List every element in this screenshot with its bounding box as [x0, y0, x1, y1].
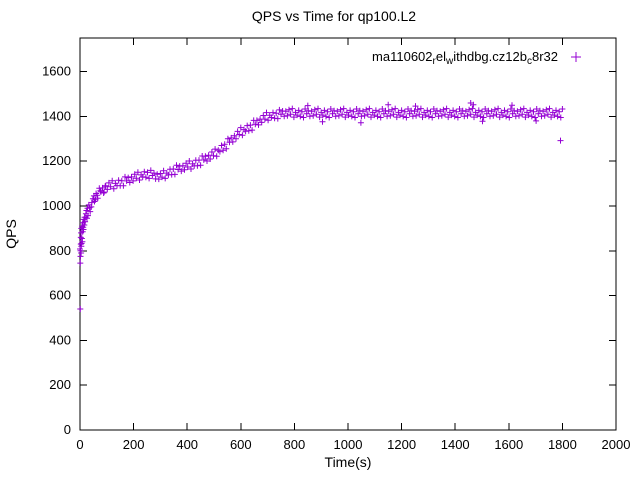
x-tick-label: 1000: [334, 437, 363, 452]
y-tick-label: 1600: [42, 64, 71, 79]
axis-ticks: [79, 38, 617, 431]
x-tick-label: 600: [230, 437, 252, 452]
y-axis-label: QPS: [3, 219, 19, 249]
x-tick-label: 1600: [494, 437, 523, 452]
x-tick-label: 0: [76, 437, 83, 452]
plot-border: [79, 37, 617, 431]
x-tick-label: 400: [176, 437, 198, 452]
x-tick-label: 200: [123, 437, 145, 452]
axis-tick-labels: 0 200 400 600 800 1000 1200 1400 1600 1800 2000 0 20…: [42, 64, 630, 452]
y-tick-label: 800: [49, 243, 71, 258]
series-points: [77, 100, 566, 312]
y-tick-label: 200: [49, 377, 71, 392]
x-tick-label: 1800: [548, 437, 577, 452]
chart-title: QPS vs Time for qp100.L2: [252, 8, 416, 24]
y-tick-label: 1400: [42, 108, 71, 123]
x-axis-label: Time(s): [325, 454, 372, 470]
y-tick-label: 400: [49, 332, 71, 347]
x-tick-label: 1200: [387, 437, 416, 452]
legend-marker: [571, 52, 581, 62]
legend-series-label: ma110602relwithdbg.cz12bc8r32: [372, 49, 558, 67]
x-tick-label: 800: [284, 437, 306, 452]
y-tick-label: 1200: [42, 153, 71, 168]
y-tick-label: 1000: [42, 198, 71, 213]
data-points-layer: [77, 100, 566, 312]
y-tick-label: 0: [64, 422, 71, 437]
legend: ma110602relwithdbg.cz12bc8r32: [372, 49, 581, 67]
x-tick-label: 2000: [602, 437, 631, 452]
x-tick-label: 1400: [441, 437, 470, 452]
y-tick-label: 600: [49, 288, 71, 303]
